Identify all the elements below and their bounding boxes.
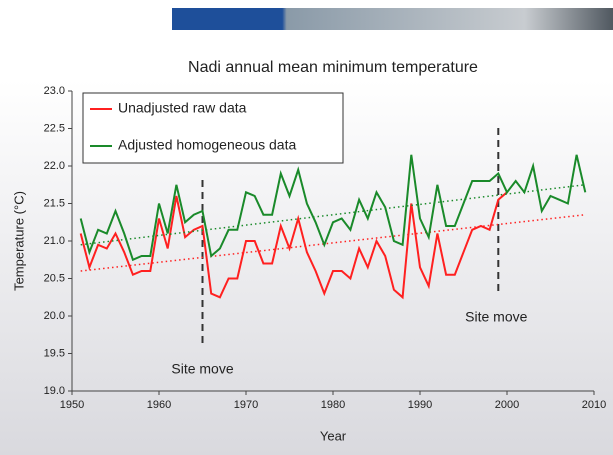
trend-line <box>80 184 586 246</box>
x-tick-label: 1980 <box>321 399 345 411</box>
y-tick-label: 20.5 <box>44 272 65 284</box>
y-tick-label: 22.0 <box>44 160 65 172</box>
y-tick-label: 19.0 <box>44 385 65 397</box>
x-axis-label: Year <box>320 428 347 443</box>
site-move-label: Site move <box>171 361 233 377</box>
x-tick-label: 1990 <box>408 399 432 411</box>
y-tick-label: 20.0 <box>44 310 65 322</box>
data-line <box>79 154 587 262</box>
y-tick-label: 21.5 <box>44 197 65 209</box>
legend-label: Unadjusted raw data <box>118 100 247 116</box>
y-tick-label: 23.0 <box>44 85 65 97</box>
y-tick-label: 22.5 <box>44 122 65 134</box>
x-tick-label: 2000 <box>495 399 519 411</box>
legend-label: Adjusted homogeneous data <box>118 137 296 153</box>
y-tick-label: 21.0 <box>44 235 65 247</box>
legend-box <box>82 92 344 164</box>
x-tick-label: 1970 <box>234 399 258 411</box>
x-tick-label: 2010 <box>582 399 606 411</box>
data-line <box>79 191 508 300</box>
trend-line <box>80 214 586 272</box>
banner <box>172 8 613 30</box>
x-tick-label: 1960 <box>147 399 171 411</box>
site-move-label: Site move <box>465 309 527 325</box>
y-tick-label: 19.5 <box>44 347 65 359</box>
y-axis-label: Temperature (°C) <box>11 191 26 291</box>
x-tick-label: 1950 <box>60 399 84 411</box>
chart-title: Nadi annual mean minimum temperature <box>188 59 478 76</box>
